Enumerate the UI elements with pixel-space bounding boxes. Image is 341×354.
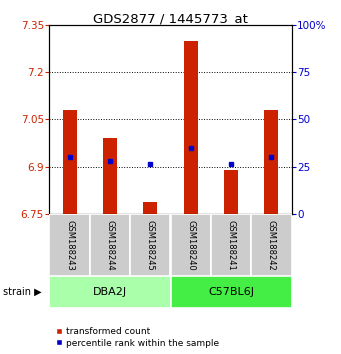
Bar [211,214,251,276]
Text: DBA2J: DBA2J [93,287,127,297]
Bar [103,138,117,214]
Bar [170,214,211,276]
Text: GSM188245: GSM188245 [146,220,155,270]
Text: GSM188244: GSM188244 [105,220,115,270]
Text: GDS2877 / 1445773_at: GDS2877 / 1445773_at [93,12,248,25]
Bar [49,214,90,276]
Text: GSM188241: GSM188241 [226,220,236,270]
Bar [143,201,158,214]
Bar [90,214,130,276]
Bar [49,276,170,308]
Text: GSM188243: GSM188243 [65,220,74,270]
Text: GSM188240: GSM188240 [186,220,195,270]
Text: strain ▶: strain ▶ [3,287,42,297]
Text: C57BL6J: C57BL6J [208,287,254,297]
Bar [130,214,170,276]
Bar [224,170,238,214]
Text: GSM188242: GSM188242 [267,220,276,270]
Bar [251,214,292,276]
Bar [264,110,279,214]
Legend: transformed count, percentile rank within the sample: transformed count, percentile rank withi… [54,326,221,349]
Bar [183,41,198,214]
Bar [62,110,77,214]
Bar [170,276,292,308]
